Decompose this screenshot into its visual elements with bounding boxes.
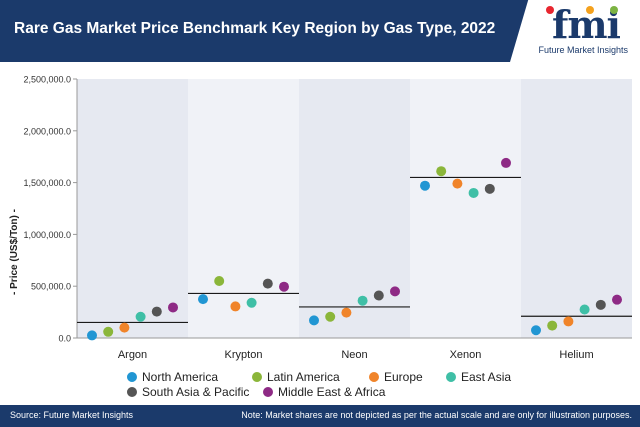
x-tick-label: Xenon bbox=[450, 349, 482, 361]
category-bands bbox=[77, 79, 632, 338]
point-neon-latin-america bbox=[325, 311, 336, 322]
disclaimer-note: Note: Market shares are not depicted as … bbox=[241, 410, 632, 420]
legend-label: South Asia & Pacific bbox=[142, 385, 249, 399]
point-neon-europe bbox=[341, 307, 352, 318]
point-argon-latin-america bbox=[103, 326, 114, 337]
band-argon bbox=[77, 79, 188, 338]
point-neon-middle-east-africa bbox=[390, 286, 400, 297]
header-banner: Rare Gas Market Price Benchmark Key Regi… bbox=[0, 0, 640, 62]
chart-title: Rare Gas Market Price Benchmark Key Regi… bbox=[14, 20, 496, 37]
price-benchmark-chart: 0.0 500,000.0 1,000,000.0 1,500,000.0 2,000,… bbox=[9, 75, 632, 399]
logo-tagline: Future Market Insights bbox=[538, 45, 628, 55]
legend-marker bbox=[446, 372, 456, 382]
y-tick-label: 0.0 bbox=[58, 334, 71, 344]
point-helium-north-america bbox=[531, 325, 541, 336]
logo-dot-green bbox=[610, 6, 618, 14]
point-krypton-latin-america bbox=[214, 276, 225, 287]
point-neon-east-asia bbox=[357, 295, 368, 306]
point-argon-south-asia-pacific bbox=[151, 306, 162, 317]
point-xenon-middle-east-africa bbox=[501, 157, 511, 168]
y-tick-label: 2,500,000.0 bbox=[23, 75, 71, 85]
logo-dot-red bbox=[546, 6, 554, 14]
point-krypton-east-asia bbox=[246, 297, 257, 308]
legend-marker bbox=[127, 387, 137, 397]
point-xenon-north-america bbox=[420, 180, 430, 191]
band-xenon bbox=[410, 79, 521, 338]
logo-panel bbox=[510, 0, 640, 62]
point-argon-middle-east-africa bbox=[168, 302, 178, 313]
y-axis-label: - Price (US$/Ton) - bbox=[9, 209, 20, 295]
point-krypton-south-asia-pacific bbox=[262, 278, 273, 289]
point-argon-east-asia bbox=[135, 311, 146, 322]
legend-marker bbox=[369, 372, 379, 382]
legend-label: East Asia bbox=[461, 370, 511, 384]
band-neon bbox=[299, 79, 410, 338]
point-argon-europe bbox=[119, 322, 130, 333]
point-krypton-europe bbox=[230, 301, 241, 312]
legend-marker bbox=[252, 372, 262, 382]
legend-label: Latin America bbox=[267, 370, 340, 384]
y-axis: 0.0 500,000.0 1,000,000.0 1,500,000.0 2,000,… bbox=[23, 75, 632, 344]
point-helium-europe bbox=[563, 316, 574, 327]
source-note: Source: Future Market Insights bbox=[10, 410, 134, 420]
y-tick-label: 2,000,000.0 bbox=[23, 126, 71, 136]
x-tick-label: Neon bbox=[341, 349, 367, 361]
x-tick-label: Helium bbox=[559, 349, 593, 361]
point-xenon-south-asia-pacific bbox=[484, 183, 495, 194]
benchmark-lines bbox=[77, 176, 632, 324]
y-tick-label: 1,000,000.0 bbox=[23, 230, 71, 240]
y-tick-label: 500,000.0 bbox=[31, 282, 71, 292]
point-krypton-middle-east-africa bbox=[279, 281, 289, 292]
point-xenon-europe bbox=[452, 178, 463, 189]
point-helium-east-asia bbox=[579, 304, 590, 315]
legend-label: Middle East & Africa bbox=[278, 385, 386, 399]
logo-dot-orange bbox=[586, 6, 594, 14]
band-krypton bbox=[188, 79, 299, 338]
x-axis: Argon Krypton Neon Xenon Helium bbox=[118, 349, 594, 361]
y-tick-label: 1,500,000.0 bbox=[23, 178, 71, 188]
point-argon-north-america bbox=[87, 330, 97, 341]
point-helium-middle-east-africa bbox=[612, 294, 622, 305]
point-neon-south-asia-pacific bbox=[373, 290, 384, 301]
legend-marker bbox=[127, 372, 137, 382]
legend-label: Europe bbox=[384, 370, 423, 384]
point-xenon-latin-america bbox=[436, 166, 447, 177]
point-krypton-north-america bbox=[198, 294, 208, 305]
band-helium bbox=[521, 79, 632, 338]
point-xenon-east-asia bbox=[468, 187, 479, 198]
point-helium-south-asia-pacific bbox=[595, 299, 606, 310]
legend-marker bbox=[263, 387, 273, 397]
footer-bar: Source: Future Market Insights Note: Mar… bbox=[0, 405, 640, 427]
point-helium-latin-america bbox=[547, 320, 558, 331]
legend-label: North America bbox=[142, 370, 218, 384]
data-points bbox=[87, 157, 622, 341]
legend: North America Latin America Europe East Asi… bbox=[127, 370, 511, 399]
x-tick-label: Argon bbox=[118, 349, 147, 361]
point-neon-north-america bbox=[309, 315, 319, 326]
x-tick-label: Krypton bbox=[225, 349, 263, 361]
